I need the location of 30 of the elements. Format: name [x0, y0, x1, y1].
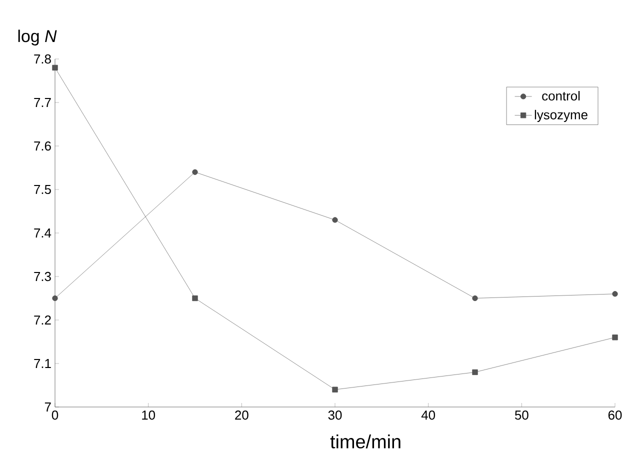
x-tick-label: 10 [142, 410, 156, 420]
point [192, 295, 198, 302]
y-tick-label: 7.6 [34, 141, 51, 151]
y-tick-label: 7.4 [34, 228, 52, 238]
x-tick-label: 40 [421, 410, 436, 420]
point [472, 369, 478, 376]
point [612, 334, 618, 340]
x-tick-label: 60 [608, 410, 622, 420]
point [52, 64, 58, 71]
y-tick-label: 7.1 [34, 359, 51, 368]
x-tick-label: 0 [52, 410, 58, 420]
y-tick-label: 7 [44, 402, 51, 412]
y-axis-title: log N [18, 30, 57, 46]
point [472, 295, 478, 302]
y-tick-label: 7.8 [34, 54, 51, 64]
y-tick-label: 7.3 [34, 272, 51, 282]
x-tick-label: 30 [328, 410, 342, 420]
y-tick-label: 7.7 [34, 98, 51, 107]
x-axis-title: time/min [330, 434, 400, 448]
x-tick-label: 20 [235, 410, 248, 420]
x-tick-label: 50 [514, 410, 528, 420]
point [332, 386, 338, 392]
point [52, 295, 58, 302]
point [332, 217, 338, 223]
y-tick-label: 7.5 [34, 184, 51, 194]
y-tick-label: 7.2 [34, 315, 51, 325]
point [192, 169, 198, 175]
legend-label: lysozyme [534, 110, 588, 122]
legend-label: control [542, 91, 580, 101]
point [612, 291, 618, 297]
